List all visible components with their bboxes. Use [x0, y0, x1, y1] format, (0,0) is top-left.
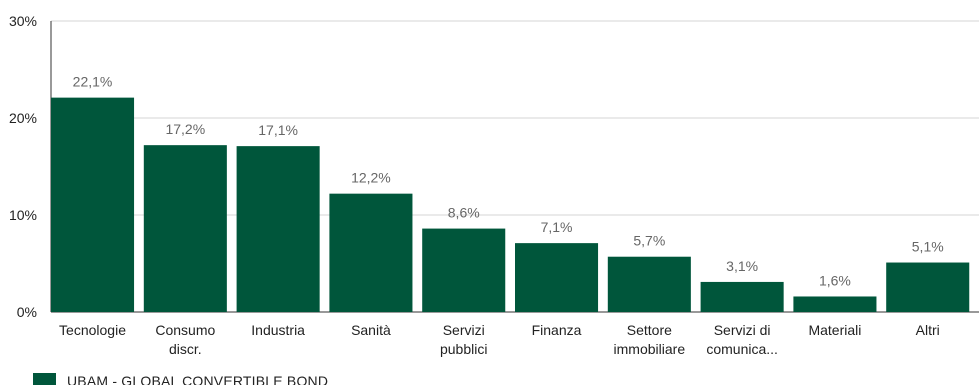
y-axis-ticks: 0% 10% 20% 30% [9, 13, 37, 320]
category-label: Finanza [532, 322, 582, 338]
category-label: Tecnologie [59, 322, 126, 338]
data-label: 17,1% [258, 122, 298, 138]
category-label-line: Materiali [808, 322, 861, 338]
bar [422, 228, 506, 312]
data-labels: 22,1% 17,2% 17,1% 12,2% 8,6% 7,1% 5,7% 3,1% 1,6%… [73, 74, 944, 289]
data-label: 1,6% [819, 272, 851, 288]
data-label: 22,1% [73, 74, 113, 90]
category-label-line: Altri [916, 322, 940, 338]
category-label-line: Settore [627, 322, 672, 338]
x-axis-labels: Tecnologie Consumo discr. Industria Sanità Se… [59, 322, 940, 357]
category-label-line: Industria [251, 322, 305, 338]
category-label-line: Servizi [443, 322, 485, 338]
category-label-line: pubblici [440, 341, 487, 357]
data-label: 17,2% [165, 121, 205, 137]
category-label: Servizi pubblici [440, 322, 487, 357]
category-label-line: comunica... [706, 341, 778, 357]
bar [607, 256, 691, 312]
y-tick-label: 30% [9, 13, 37, 29]
data-label: 5,7% [633, 233, 665, 249]
category-label-line: immobiliare [614, 341, 686, 357]
bar [886, 262, 970, 312]
bar [793, 296, 877, 312]
category-label: Consumo discr. [155, 322, 215, 357]
data-label: 12,2% [351, 170, 391, 186]
category-label-line: Tecnologie [59, 322, 126, 338]
bar [700, 281, 784, 312]
category-label: Altri [916, 322, 940, 338]
legend: UBAM - GLOBAL CONVERTIBLE BOND [33, 373, 328, 385]
category-label: Sanità [351, 322, 391, 338]
bar [143, 145, 227, 312]
legend-label: UBAM - GLOBAL CONVERTIBLE BOND [67, 373, 328, 385]
bar [329, 193, 413, 312]
data-label: 5,1% [912, 239, 944, 255]
legend-swatch [33, 373, 56, 385]
category-label: Industria [251, 322, 305, 338]
category-label: Settore immobiliare [614, 322, 686, 357]
category-label: Servizi di comunica... [706, 322, 778, 357]
y-tick-label: 0% [17, 304, 37, 320]
data-label: 8,6% [448, 205, 480, 221]
category-label-line: Servizi di [714, 322, 771, 338]
category-label-line: Sanità [351, 322, 391, 338]
bar [515, 243, 599, 312]
category-label: Materiali [808, 322, 861, 338]
category-label-line: Finanza [532, 322, 582, 338]
category-label-line: Consumo [155, 322, 215, 338]
y-tick-label: 20% [9, 110, 37, 126]
data-label: 3,1% [726, 258, 758, 274]
category-label-line: discr. [169, 341, 202, 357]
y-tick-label: 10% [9, 207, 37, 223]
bars [51, 97, 970, 312]
data-label: 7,1% [541, 219, 573, 235]
bar [51, 97, 135, 312]
bar [236, 146, 320, 312]
